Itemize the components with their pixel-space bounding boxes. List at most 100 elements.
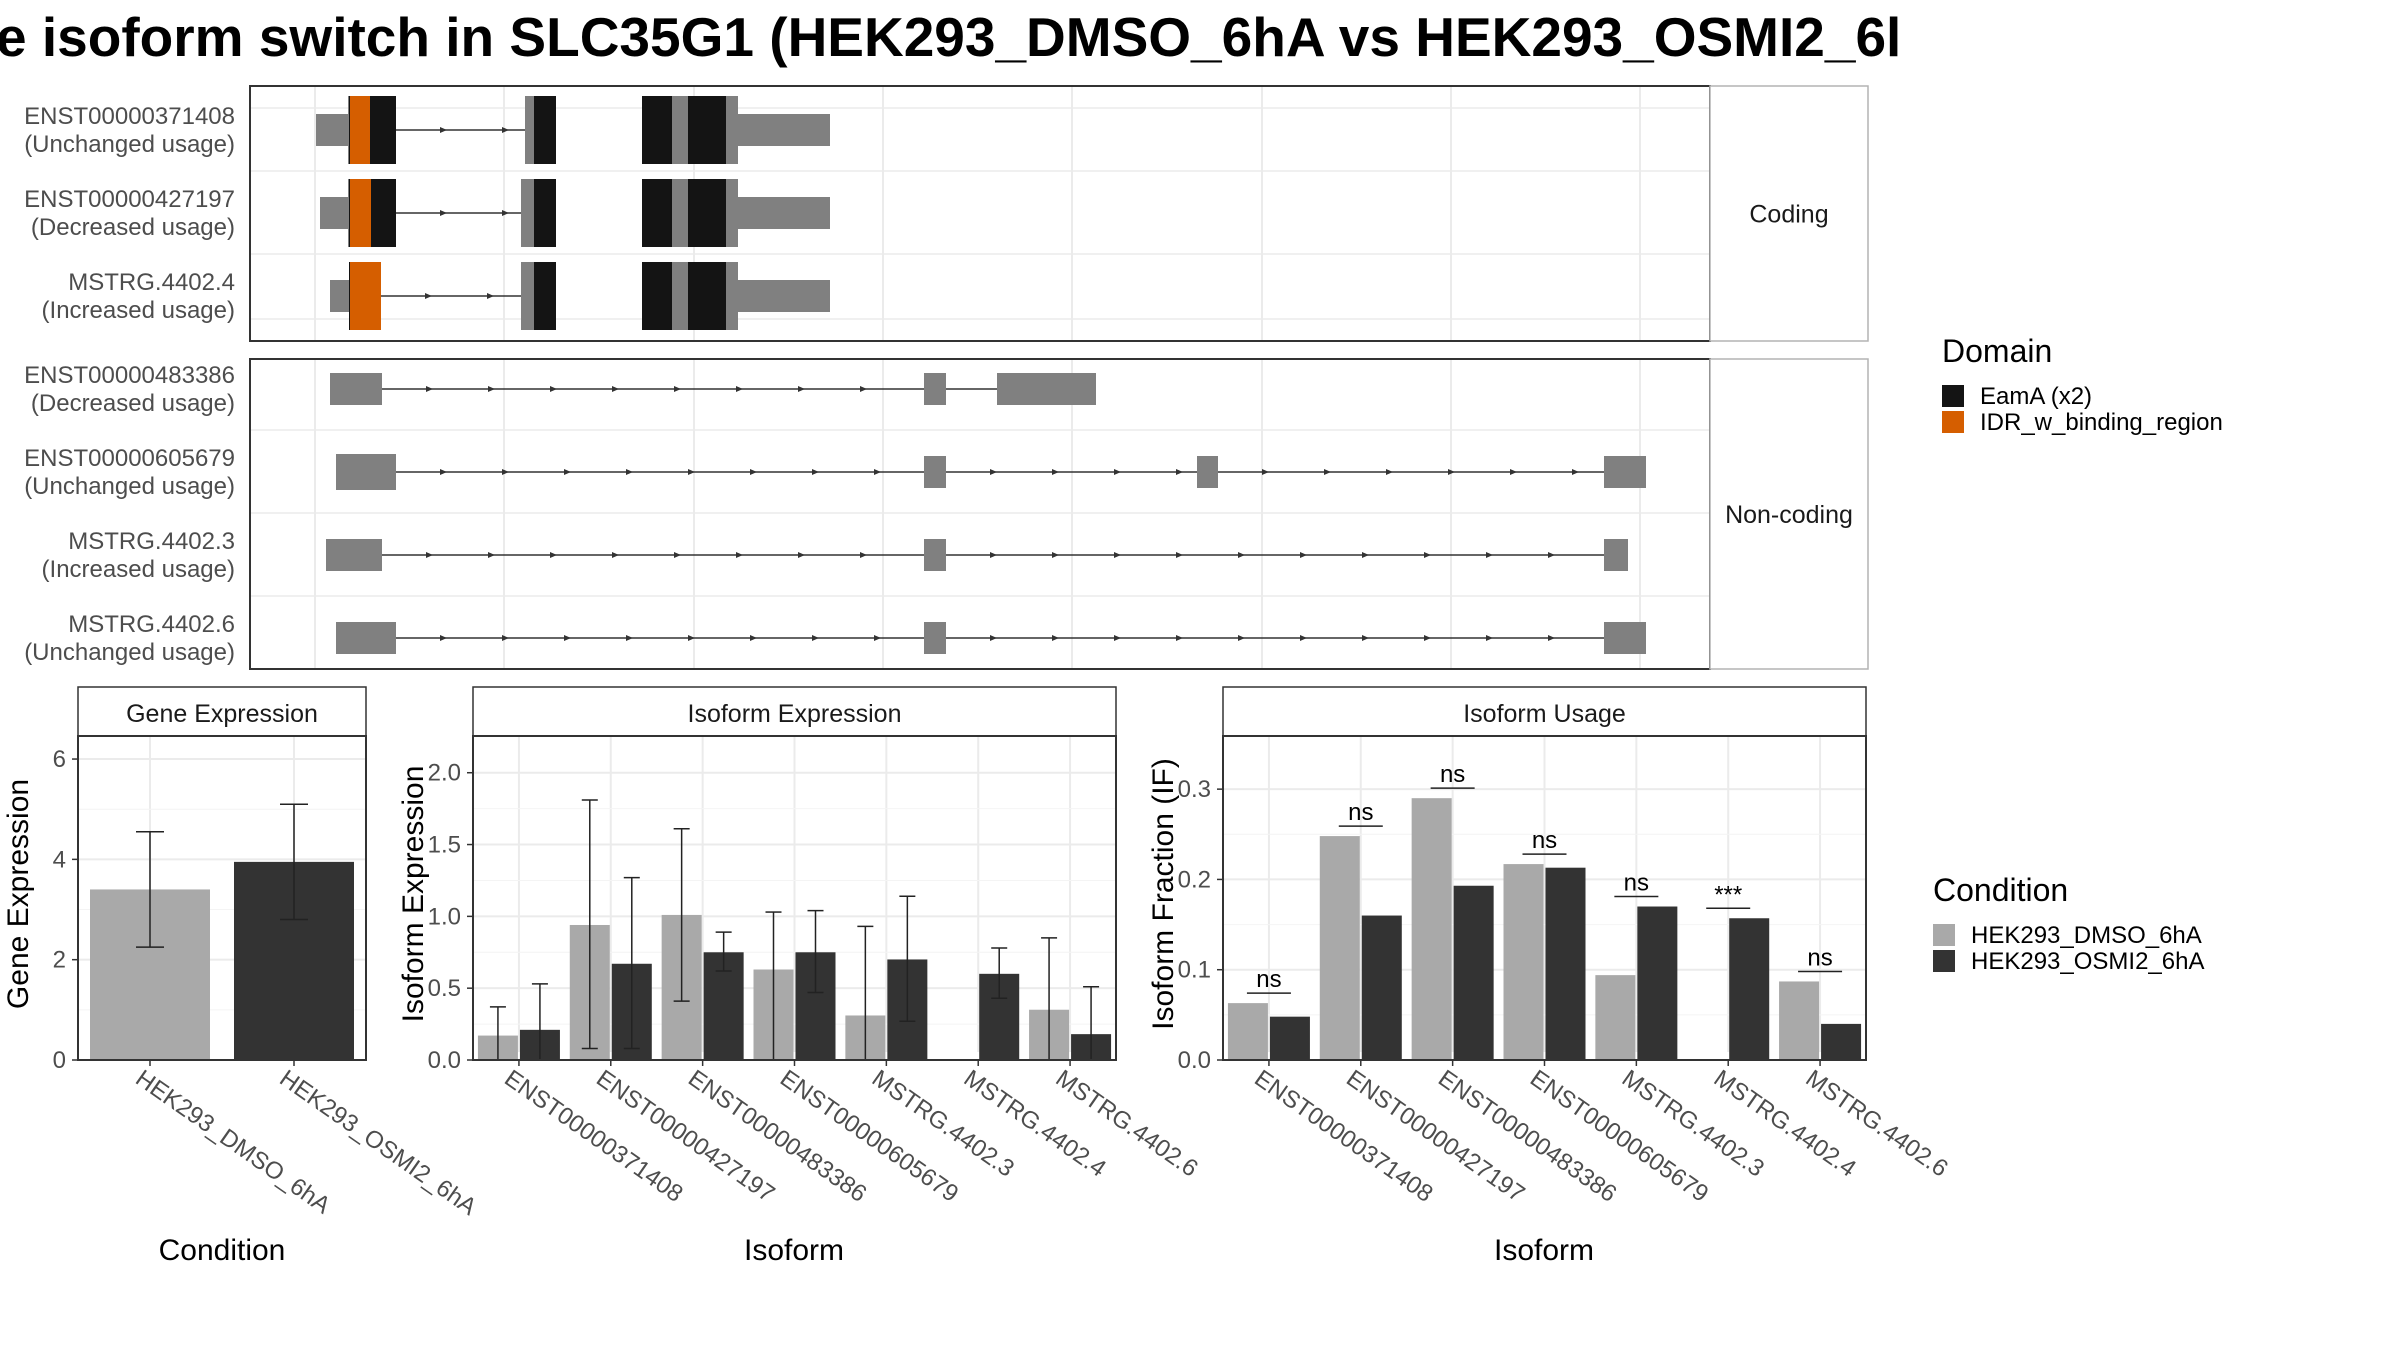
exon (336, 454, 396, 490)
main-title: e isoform switch in SLC35G1 (HEK293_DMSO… (0, 6, 1901, 68)
y-axis-title: Isoform Fraction (IF) (1147, 758, 1180, 1030)
intron-arrow (487, 293, 494, 299)
eama-domain (642, 96, 672, 164)
bar-HEK293_OSMI2_6hA (1453, 885, 1494, 1060)
intron-arrow (1548, 552, 1555, 558)
chart-isoform-expression: Isoform Expression0.00.51.01.52.0ENST000… (397, 686, 1203, 1267)
structure-panel-non-coding: ENST00000483386(Decreased usage)ENST0000… (24, 358, 1869, 670)
bar-HEK293_OSMI2_6hA (1821, 1023, 1862, 1060)
intron-arrow (502, 210, 509, 216)
intron-arrow (440, 469, 447, 475)
idr-domain (350, 96, 370, 164)
isoform-label: MSTRG.4402.4 (68, 269, 235, 296)
panel-background (250, 359, 1710, 669)
condition-legend-label: HEK293_OSMI2_6hA (1971, 948, 2204, 975)
isoform-row-ENST00000605679: ENST00000605679(Unchanged usage) (24, 445, 1646, 500)
isoform-row-ENST00000427197: ENST00000427197(Decreased usage) (24, 179, 830, 247)
intron-arrow (1424, 635, 1431, 641)
chart-title: Isoform Expression (688, 700, 902, 728)
intron-arrow (750, 469, 757, 475)
legends: Domain EamA (x2)IDR_w_binding_region Condi… (1933, 333, 2223, 975)
bar-HEK293_DMSO_6hA (1595, 975, 1636, 1060)
exon (738, 197, 830, 229)
idr-domain (350, 179, 371, 247)
intron-arrow (426, 386, 433, 392)
isoform-row-ENST00000483386: ENST00000483386(Decreased usage) (24, 362, 1096, 417)
x-axis-title: Isoform (744, 1234, 844, 1267)
intron-arrow (736, 552, 743, 558)
condition-legend-swatch (1933, 924, 1955, 946)
exon (924, 622, 946, 654)
strip-label-non-coding: Non-coding (1725, 501, 1853, 529)
intron-arrow (688, 635, 695, 641)
facet-strip (1222, 686, 1867, 737)
bar-HEK293_DMSO_6hA (1227, 1003, 1268, 1060)
facet-strip (472, 686, 1117, 737)
y-tick-label: 0.1 (1178, 957, 1211, 984)
intron-arrow (1262, 469, 1269, 475)
intron-arrow (1300, 635, 1307, 641)
y-tick-label: 0.0 (1178, 1047, 1211, 1074)
intron-arrow (990, 552, 997, 558)
intron-arrow (1486, 635, 1493, 641)
intron-arrow (798, 386, 805, 392)
intron-arrow (1052, 469, 1059, 475)
intron-arrow (1424, 552, 1431, 558)
intron-arrow (1052, 635, 1059, 641)
intron-arrow (674, 552, 681, 558)
domain-legend-swatch (1942, 385, 1964, 407)
intron-arrow (440, 127, 447, 133)
isoform-usage-label: (Increased usage) (42, 556, 235, 583)
exon (924, 539, 946, 571)
isoform-label: ENST00000605679 (24, 445, 235, 472)
intron-arrow (1386, 469, 1393, 475)
intron-arrow (1114, 635, 1121, 641)
intron-arrow (1238, 552, 1245, 558)
eama-domain (642, 179, 672, 247)
eama-domain (688, 96, 726, 164)
isoform-label: ENST00000483386 (24, 362, 235, 389)
significance-label: ns (1807, 944, 1832, 971)
isoform-label: ENST00000427197 (24, 186, 235, 213)
bar-HEK293_OSMI2_6hA (1637, 906, 1678, 1060)
bar-HEK293_OSMI2_6hA (1545, 867, 1586, 1060)
intron-arrow (502, 635, 509, 641)
isoform-label: MSTRG.4402.6 (68, 611, 235, 638)
chart-isoform-usage: Isoform Usage0.00.10.20.3nsENST000003714… (1147, 686, 1953, 1267)
isoform-usage-label: (Unchanged usage) (24, 639, 235, 666)
eama-domain (642, 262, 672, 330)
intron-arrow (798, 552, 805, 558)
exon (330, 280, 349, 312)
intron-arrow (1176, 469, 1183, 475)
exon (336, 622, 396, 654)
isoform-row-MSTRG.4402.4: MSTRG.4402.4(Increased usage) (42, 262, 830, 330)
intron-arrow (1114, 552, 1121, 558)
domain-legend-label: EamA (x2) (1980, 383, 2092, 410)
significance-label: ns (1624, 870, 1649, 897)
bar-HEK293_DMSO_6hA (1503, 864, 1544, 1060)
y-tick-label: 2 (53, 947, 66, 974)
isoform-usage-label: (Increased usage) (42, 297, 235, 324)
y-tick-label: 1.0 (428, 903, 461, 930)
strip-box (1709, 358, 1869, 670)
intron-arrow (1052, 552, 1059, 558)
intron-arrow (1448, 469, 1455, 475)
intron-arrow (860, 386, 867, 392)
y-tick-label: 0.0 (428, 1047, 461, 1074)
strip-label-coding: Coding (1749, 201, 1828, 229)
intron-arrow (750, 635, 757, 641)
exon (738, 114, 830, 146)
domain-legend-title: Domain (1942, 333, 2052, 369)
isoform-usage-label: (Unchanged usage) (24, 131, 235, 158)
idr-domain (350, 262, 381, 330)
bar-HEK293_OSMI2_6hA (1729, 918, 1770, 1060)
intron-arrow (736, 386, 743, 392)
intron-arrow (564, 635, 571, 641)
intron-arrow (1486, 552, 1493, 558)
exon (316, 114, 348, 146)
strip-box (1709, 85, 1869, 342)
bar-HEK293_OSMI2_6hA (1361, 915, 1402, 1060)
y-tick-label: 2.0 (428, 760, 461, 787)
transcript-structure-panel: ENST00000371408(Unchanged usage)ENST0000… (24, 85, 1869, 670)
isoform-label: ENST00000371408 (24, 103, 235, 130)
